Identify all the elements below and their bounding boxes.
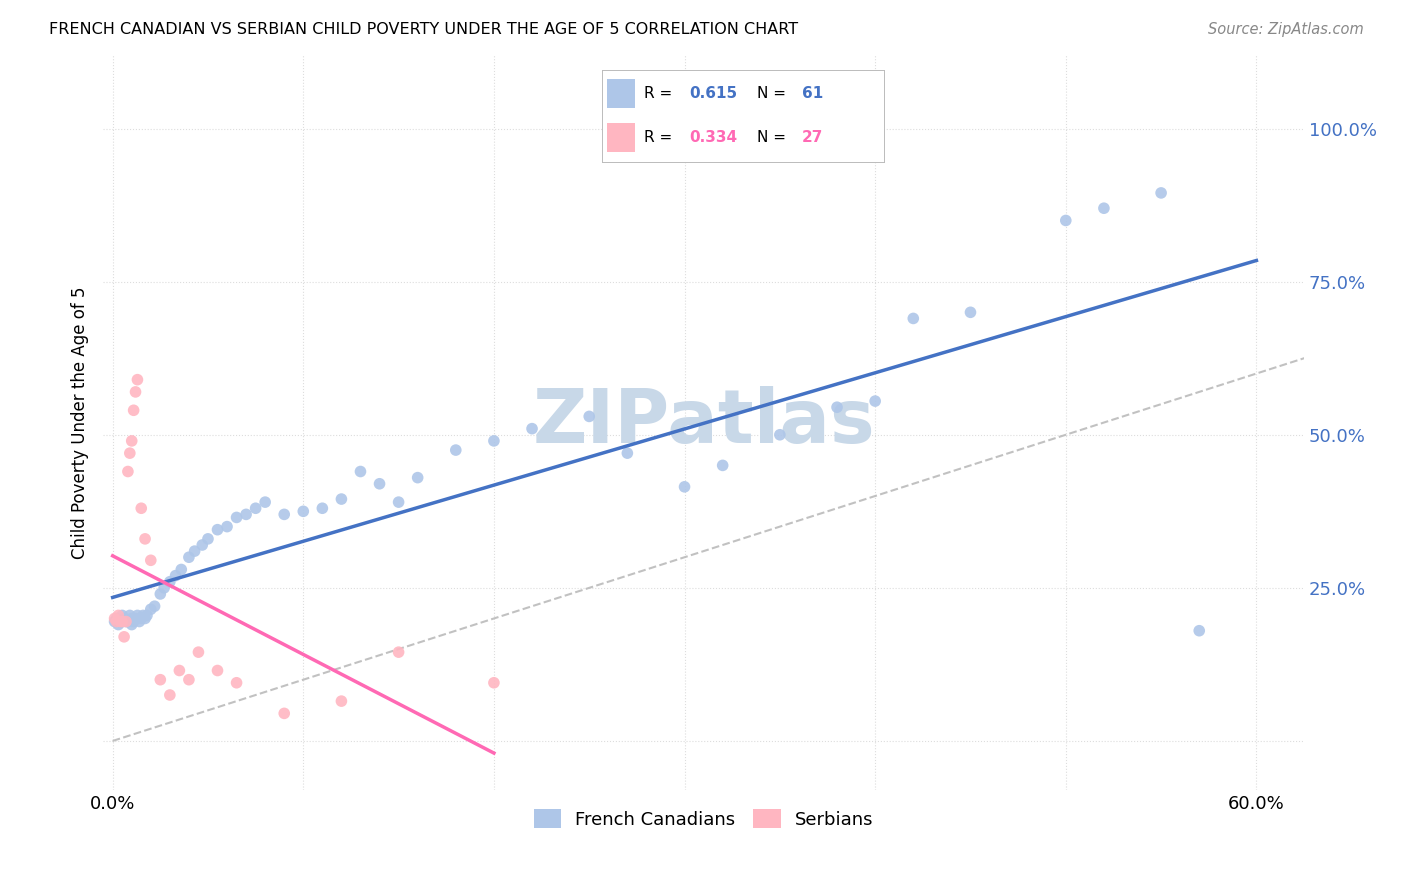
Point bbox=[578, 409, 600, 424]
Point bbox=[153, 581, 176, 595]
Point bbox=[128, 615, 150, 629]
Point bbox=[406, 470, 429, 484]
Point bbox=[673, 480, 696, 494]
Point bbox=[349, 465, 371, 479]
Point bbox=[134, 532, 156, 546]
Point bbox=[863, 394, 886, 409]
Point bbox=[165, 568, 187, 582]
Point bbox=[215, 519, 238, 533]
Point bbox=[225, 675, 247, 690]
Point bbox=[139, 553, 162, 567]
Text: Source: ZipAtlas.com: Source: ZipAtlas.com bbox=[1208, 22, 1364, 37]
Point bbox=[711, 458, 734, 473]
Point bbox=[105, 615, 128, 629]
Point bbox=[225, 510, 247, 524]
Point bbox=[115, 615, 138, 629]
Point bbox=[143, 599, 166, 614]
Point bbox=[139, 602, 162, 616]
Point bbox=[903, 311, 925, 326]
Point bbox=[121, 434, 143, 448]
Point bbox=[112, 630, 135, 644]
Point bbox=[115, 615, 138, 629]
Point bbox=[159, 688, 181, 702]
Point bbox=[292, 504, 315, 518]
Point bbox=[207, 664, 229, 678]
Point bbox=[136, 608, 159, 623]
Point bbox=[103, 615, 125, 629]
Point bbox=[118, 608, 141, 623]
Point bbox=[177, 550, 200, 565]
Point bbox=[127, 373, 149, 387]
Point bbox=[1054, 213, 1077, 227]
Point bbox=[235, 508, 257, 522]
Point bbox=[330, 694, 353, 708]
Point bbox=[107, 608, 129, 623]
Point bbox=[134, 611, 156, 625]
Point bbox=[825, 401, 848, 415]
Point bbox=[177, 673, 200, 687]
Point bbox=[1092, 201, 1115, 215]
Point bbox=[117, 465, 139, 479]
Point bbox=[124, 611, 146, 625]
Point bbox=[273, 706, 295, 721]
Point bbox=[959, 305, 981, 319]
Point bbox=[127, 608, 149, 623]
Point bbox=[169, 664, 191, 678]
Point bbox=[482, 675, 505, 690]
Point bbox=[121, 611, 143, 625]
Point bbox=[110, 615, 132, 629]
Point bbox=[118, 446, 141, 460]
Point bbox=[191, 538, 214, 552]
Point bbox=[769, 427, 792, 442]
Point bbox=[121, 617, 143, 632]
Point bbox=[187, 645, 209, 659]
Point bbox=[330, 491, 353, 506]
Point bbox=[159, 574, 181, 589]
Point bbox=[245, 501, 267, 516]
Text: ZIPatlas: ZIPatlas bbox=[533, 386, 875, 459]
Point bbox=[149, 673, 172, 687]
Point bbox=[124, 384, 146, 399]
Point bbox=[107, 617, 129, 632]
Point bbox=[444, 443, 467, 458]
Point bbox=[170, 562, 193, 576]
Point bbox=[111, 615, 134, 629]
Point bbox=[207, 523, 229, 537]
Point bbox=[311, 501, 333, 516]
Point bbox=[149, 587, 172, 601]
Point bbox=[254, 495, 277, 509]
Point bbox=[1150, 186, 1173, 200]
Point bbox=[197, 532, 219, 546]
Point bbox=[103, 611, 125, 625]
Point bbox=[117, 615, 139, 629]
Point bbox=[387, 495, 409, 509]
Y-axis label: Child Poverty Under the Age of 5: Child Poverty Under the Age of 5 bbox=[72, 286, 89, 558]
Point bbox=[105, 611, 128, 625]
Point bbox=[482, 434, 505, 448]
Point bbox=[110, 615, 132, 629]
Point bbox=[616, 446, 638, 460]
Point bbox=[273, 508, 295, 522]
Point bbox=[132, 608, 155, 623]
Point bbox=[111, 608, 134, 623]
Point bbox=[368, 476, 391, 491]
Point bbox=[183, 544, 205, 558]
Point bbox=[122, 403, 145, 417]
Point bbox=[122, 615, 145, 629]
Point bbox=[111, 615, 134, 629]
Legend: French Canadians, Serbians: French Canadians, Serbians bbox=[526, 802, 880, 836]
Point bbox=[112, 611, 135, 625]
Point bbox=[1188, 624, 1211, 638]
Point bbox=[520, 422, 543, 436]
Text: FRENCH CANADIAN VS SERBIAN CHILD POVERTY UNDER THE AGE OF 5 CORRELATION CHART: FRENCH CANADIAN VS SERBIAN CHILD POVERTY… bbox=[49, 22, 799, 37]
Point bbox=[129, 611, 152, 625]
Point bbox=[387, 645, 409, 659]
Point bbox=[129, 501, 152, 516]
